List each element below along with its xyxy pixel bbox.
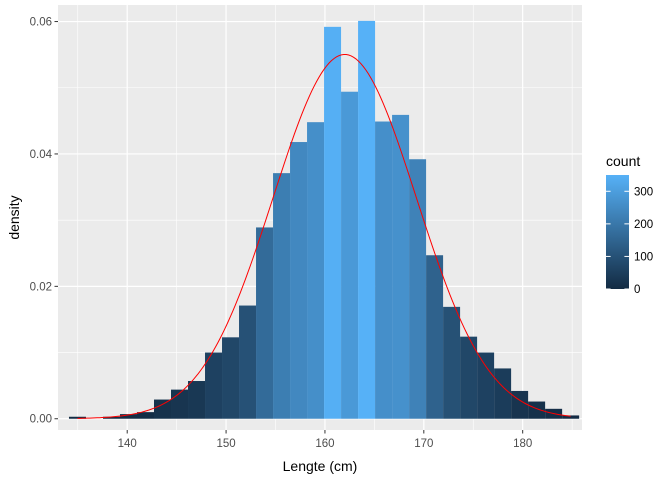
legend-label: 200 (634, 219, 653, 231)
histogram-bar (528, 401, 546, 419)
histogram-bar (154, 399, 172, 419)
histogram-bar (102, 416, 120, 419)
y-tick-label: 0.06 (30, 17, 52, 29)
histogram-bar (460, 336, 478, 419)
histogram-bar (562, 415, 580, 419)
x-tick-label: 140 (118, 438, 137, 450)
legend-label: 0 (634, 284, 640, 296)
histogram-bar (119, 414, 137, 419)
y-tick-label: 0.04 (30, 149, 53, 161)
histogram-bar (341, 91, 359, 419)
histogram-bar (136, 412, 155, 419)
histogram-bar (222, 337, 240, 419)
y-tick-label: 0.00 (30, 414, 52, 426)
histogram-bar (443, 306, 461, 419)
x-tick-label: 150 (216, 438, 235, 450)
x-axis-title: Lengte (cm) (283, 458, 358, 474)
histogram-bar (256, 227, 274, 419)
y-axis-title: density (6, 195, 22, 239)
y-tick-label: 0.02 (30, 281, 52, 293)
histogram-bar (307, 122, 325, 419)
y-axis: 0.00 0.02 0.04 0.06 (30, 17, 58, 426)
legend-colorbar (606, 175, 629, 289)
histogram-bar (511, 390, 529, 419)
legend-label: 300 (634, 186, 653, 198)
histogram-bar (171, 389, 189, 419)
legend-title: count (606, 153, 640, 169)
legend-ticks: 0 100 200 300 (606, 186, 653, 296)
histogram-bar (205, 352, 223, 419)
histogram-bar (290, 142, 308, 419)
histogram-bar (494, 368, 512, 419)
x-tick-label: 160 (315, 438, 334, 450)
density-curve (77, 54, 571, 419)
histogram-bar (358, 20, 376, 419)
histogram-bar (188, 381, 206, 419)
histogram-bar (239, 305, 257, 419)
histogram-bar (273, 173, 291, 419)
histogram-bar (324, 26, 342, 419)
histogram-bar (477, 352, 495, 419)
histogram-bars (68, 20, 580, 419)
x-tick-label: 180 (513, 438, 532, 450)
x-axis: 140 150 160 170 180 (118, 430, 532, 450)
x-tick-label: 170 (414, 438, 433, 450)
histogram-bar (426, 255, 444, 419)
histogram-bar (409, 159, 427, 419)
histogram-bar (392, 114, 410, 419)
count-legend: count 0 100 200 300 (606, 153, 653, 296)
histogram-bar (375, 121, 393, 419)
legend-label: 100 (634, 251, 653, 263)
histogram-bar (68, 416, 86, 419)
